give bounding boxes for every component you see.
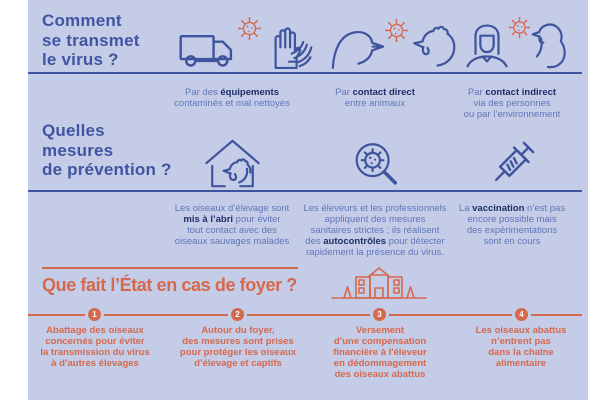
section-title-transmission: Comment se transmet le virus ? [42,11,140,69]
chicken-icon [408,24,457,68]
section-divider [28,72,582,74]
etat-title-topline [42,267,298,269]
etat-step-2-text: Autour du foyer, des mesures sont prises p… [179,325,297,369]
prevention-text-vaccination: La vaccination n’est pas encore possible … [458,203,566,247]
steps-connector-line [28,314,582,316]
prevention-text-autocontroles: Les éleveurs et les professionnels appliq… [303,203,447,258]
shelter-house-icon [200,136,265,192]
duck-icon [330,27,385,69]
etat-step-1-text: Abattage des oiseaux concernés pour évite… [40,325,150,369]
section-divider [28,190,582,192]
transmission-caption-equipements: Par des équipements contaminés et mal net… [174,87,290,109]
step-number-badge: 3 [373,308,386,321]
prevention-text-abri: Les oiseaux d’élevage sont mis à l’abri p… [174,203,290,247]
step-number-badge: 1 [88,308,101,321]
etat-step-4-text: Les oiseaux abattus n’entrent pas dans la … [475,325,567,369]
virus-icon [236,15,263,42]
magnifier-virus-icon [348,138,403,192]
transmission-caption-contact-direct: Par contact direct entre animaux [335,87,415,109]
gloves-icon [264,23,314,70]
step-number-badge: 4 [515,308,528,321]
virus-icon [507,15,532,40]
truck-icon [178,28,240,70]
virus-icon [383,17,410,44]
section-title-prevention: Quelles mesures de prévention ? [42,121,172,179]
etat-step-3-text: Versement d’une compensation financière à … [333,325,427,380]
section-title-etat: Que fait l’État en cas de foyer ? [42,275,297,295]
infographic-canvas: Comment se transmet le virus ? [28,0,588,400]
turkey-icon [530,19,576,69]
person-icon [464,22,510,68]
government-building-icon [330,266,428,300]
transmission-caption-contact-indirect: Par contact indirect via des personnes ou … [463,87,561,120]
step-number-badge: 2 [231,308,244,321]
syringe-icon [486,134,542,190]
